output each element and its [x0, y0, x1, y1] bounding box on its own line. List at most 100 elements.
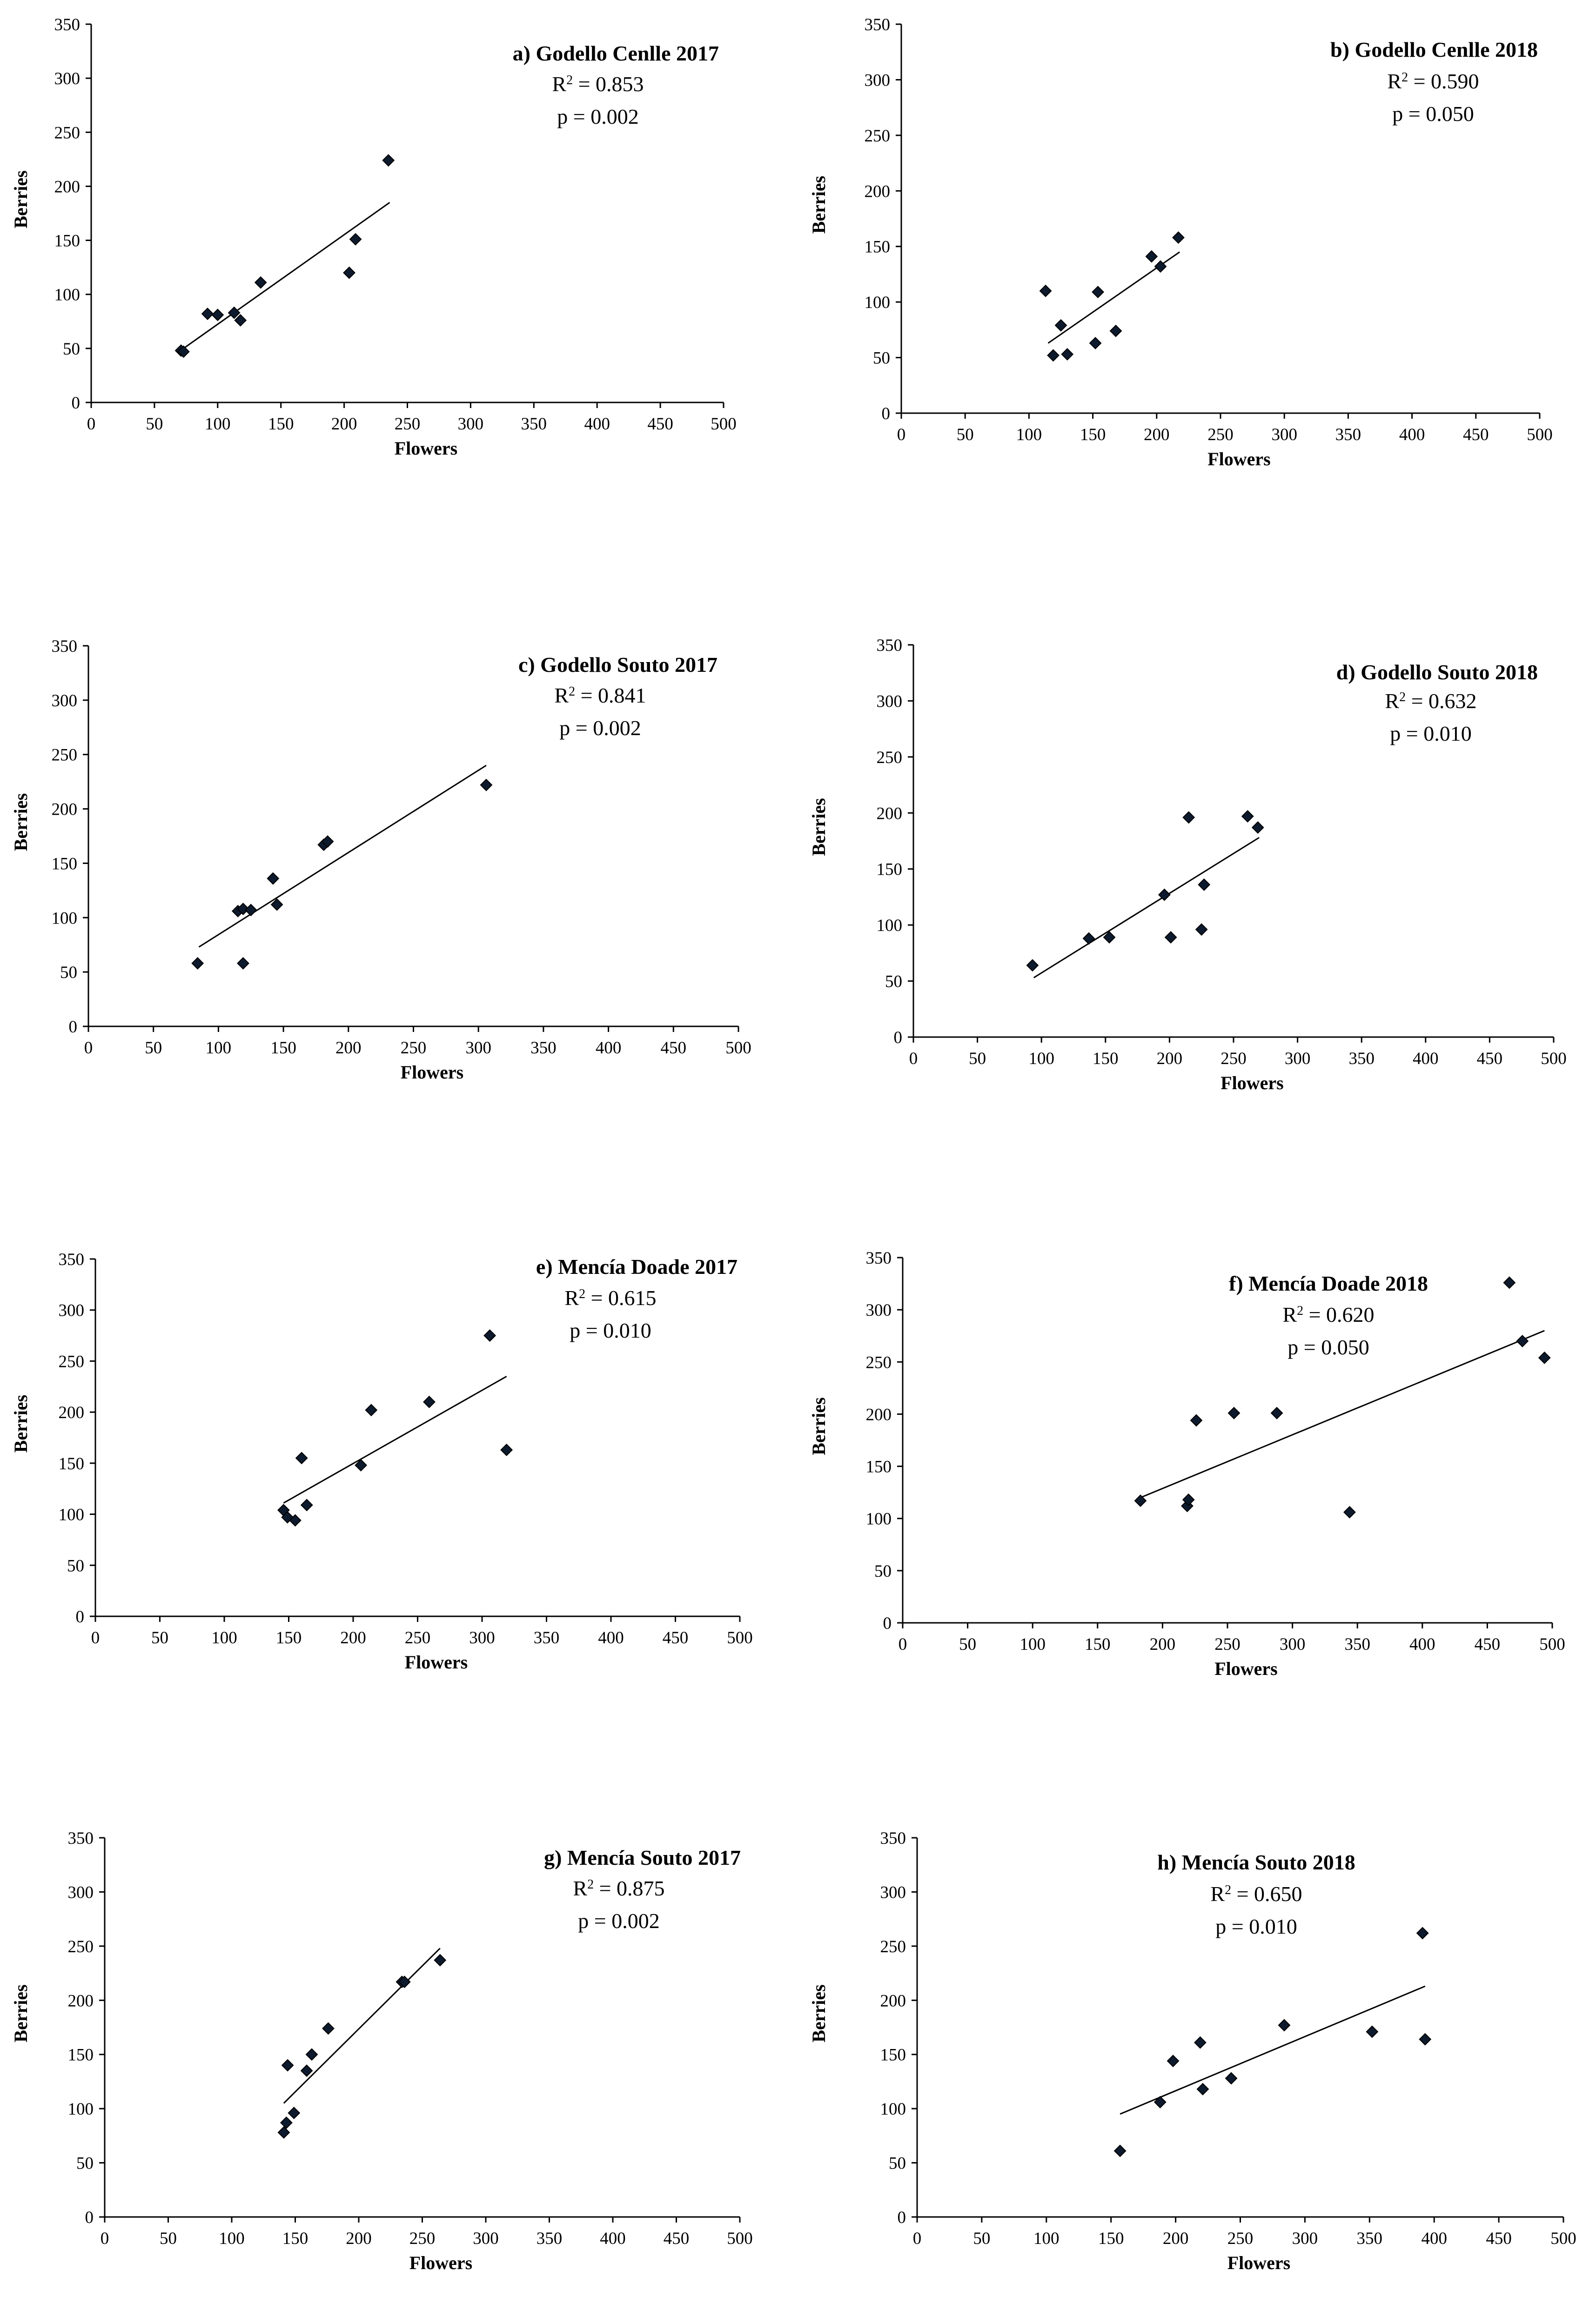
x-tick-label: 0 — [87, 415, 96, 434]
r-squared-label: R2 = 0.620 — [1282, 1303, 1374, 1326]
y-axis-label: Berries — [10, 1395, 31, 1453]
x-tick-label: 400 — [1413, 1049, 1439, 1068]
x-tick-label: 500 — [711, 415, 737, 434]
r-squared-value: = 0.841 — [575, 683, 646, 707]
x-tick-label: 350 — [1335, 425, 1361, 444]
p-value-label: p = 0.050 — [1288, 1335, 1369, 1359]
y-tick-label: 150 — [68, 2046, 94, 2065]
data-point — [480, 778, 493, 791]
x-tick-label: 400 — [596, 1038, 622, 1058]
x-tick-label: 450 — [663, 1628, 689, 1647]
y-tick-label: 300 — [59, 1301, 85, 1320]
data-point — [300, 2064, 313, 2077]
trendline — [1140, 1330, 1545, 1499]
x-tick-label: 0 — [101, 2229, 109, 2248]
data-point — [1153, 2096, 1167, 2109]
data-point — [1158, 888, 1171, 901]
data-point — [382, 154, 395, 167]
data-point — [305, 2048, 318, 2061]
chart-svg: 0 50 100 150 200 250 300 350 0 50 100 150 200 250 300 3… — [10, 15, 737, 459]
y-tick-label: 0 — [882, 404, 891, 423]
x-axis-label: Flowers — [1214, 1658, 1278, 1679]
trendline — [198, 764, 487, 948]
x-tick-label: 200 — [340, 1628, 366, 1647]
data-point — [1278, 2019, 1291, 2032]
y-tick-label: 250 — [59, 1352, 85, 1371]
chart-svg: 0 50 100 150 200 250 300 350 0 50 100 150 200 250 300 3… — [10, 637, 751, 1083]
data-point — [434, 1954, 447, 1967]
data-point — [1196, 2083, 1209, 2096]
x-tick-label: 200 — [331, 415, 357, 434]
x-tick-label: 150 — [276, 1628, 302, 1647]
r-squared-label: R2 = 0.632 — [1385, 689, 1476, 713]
x-tick-label: 50 — [145, 1038, 162, 1058]
data-point — [1195, 923, 1208, 936]
data-point — [295, 1452, 308, 1465]
x-tick-label: 0 — [91, 1628, 100, 1647]
data-point — [237, 903, 249, 916]
r-squared-label: R2 = 0.853 — [552, 72, 644, 96]
data-point — [423, 1395, 436, 1408]
chart-title: f) Mencía Doade 2018 — [1229, 1272, 1428, 1295]
trendline — [283, 1376, 507, 1504]
y-tick-label: 50 — [67, 1556, 84, 1575]
y-tick-label: 100 — [52, 909, 78, 928]
x-tick-label: 150 — [268, 415, 294, 434]
data-point — [237, 957, 249, 970]
trendline — [283, 1948, 441, 2104]
x-tick-label: 50 — [959, 1635, 976, 1654]
data-point — [1134, 1494, 1147, 1507]
p-value-label: p = 0.002 — [559, 716, 641, 740]
superscript-two: 2 — [1399, 690, 1406, 704]
data-point — [1343, 1506, 1356, 1519]
x-tick-label: 250 — [395, 415, 421, 434]
x-tick-label: 450 — [1486, 2229, 1512, 2248]
chart-svg: 0 50 100 150 200 250 300 350 0 50 100 150 200 250 300 3… — [10, 1829, 753, 2273]
y-tick-label: 200 — [54, 177, 80, 196]
x-tick-label: 350 — [521, 415, 547, 434]
chart-title: h) Mencía Souto 2018 — [1157, 1850, 1355, 1874]
x-tick-label: 300 — [1285, 1049, 1311, 1068]
chart-panel-h: 0 50 100 150 200 250 300 350 0 50 100 150 200 250 300 3… — [798, 1722, 1596, 2297]
data-point — [1190, 1414, 1203, 1427]
y-tick-label: 150 — [880, 2046, 906, 2065]
x-tick-label: 300 — [469, 1628, 495, 1647]
x-tick-label: 500 — [1550, 2229, 1576, 2248]
data-point — [211, 308, 224, 321]
y-tick-label: 250 — [880, 1937, 906, 1956]
chart-title: c) Godello Souto 2017 — [518, 653, 718, 676]
x-tick-label: 350 — [1344, 1635, 1370, 1654]
y-tick-label: 300 — [54, 69, 80, 88]
y-tick-label: 50 — [60, 963, 77, 982]
data-point — [1092, 286, 1104, 299]
x-tick-label: 150 — [1080, 425, 1106, 444]
x-tick-label: 100 — [211, 1628, 237, 1647]
x-axis-label: Flowers — [405, 1652, 468, 1673]
r-squared-value: = 0.632 — [1406, 689, 1476, 713]
data-point — [1225, 2072, 1238, 2085]
y-tick-label: 350 — [54, 15, 80, 34]
y-tick-label: 350 — [68, 1829, 94, 1848]
r-squared-symbol: R — [1210, 1882, 1225, 1906]
data-point — [300, 1499, 313, 1512]
data-point — [280, 2116, 293, 2129]
y-tick-label: 300 — [68, 1883, 94, 1902]
x-tick-label: 400 — [600, 2229, 626, 2248]
chart-panel-f: 0 50 100 150 200 250 300 350 0 50 100 150 200 250 300 3… — [798, 1148, 1596, 1722]
y-axis-label: Berries — [10, 1984, 31, 2042]
data-point — [1366, 2025, 1379, 2038]
y-tick-label: 150 — [52, 854, 78, 873]
data-point — [1167, 2055, 1180, 2068]
x-tick-label: 100 — [1028, 1049, 1054, 1068]
data-point — [1270, 1406, 1283, 1420]
y-axis-label: Berries — [808, 1984, 829, 2042]
chart-title: g) Mencía Souto 2017 — [544, 1846, 741, 1869]
x-tick-label: 250 — [1220, 1049, 1247, 1068]
chart-svg: 0 50 100 150 200 250 300 350 0 50 100 150 200 250 300 3… — [808, 15, 1553, 469]
y-tick-label: 200 — [880, 1991, 906, 2010]
y-tick-label: 350 — [59, 1250, 85, 1269]
y-tick-label: 0 — [69, 1018, 78, 1037]
x-tick-label: 100 — [1019, 1635, 1046, 1654]
p-value-label: p = 0.010 — [1390, 722, 1471, 745]
data-point — [1198, 878, 1211, 891]
